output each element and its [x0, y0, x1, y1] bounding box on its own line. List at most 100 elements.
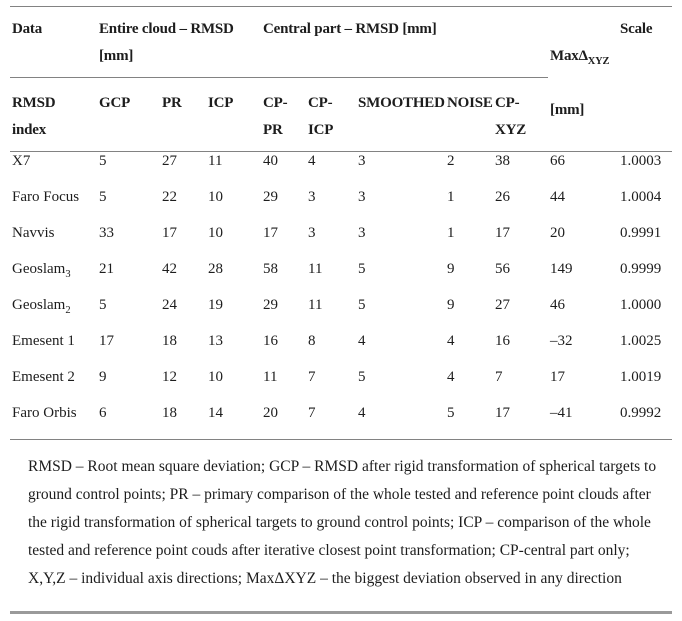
row-label: Navvis — [12, 224, 55, 241]
value-cell: 11 — [208, 153, 223, 169]
table-row: Faro Orbis 6 18 14 20 7 4 5 17 –41 0.9992 — [10, 403, 673, 440]
value-cell: 8 — [308, 332, 316, 349]
group-header-row: Data Entire cloud – RMSD [mm] Central pa… — [10, 6, 673, 152]
header-max-delta-xyz: MaxΔXYZ [mm] — [548, 6, 619, 152]
row-label: X7 — [12, 153, 31, 169]
value-cell: 5 — [99, 153, 107, 169]
value-cell: 28 — [208, 260, 223, 277]
value-cell: 1.0019 — [620, 368, 662, 385]
subheader-cp-xyz: CP- XYZ — [493, 77, 549, 153]
table-header: Data Entire cloud – RMSD [mm] Central pa… — [10, 6, 673, 153]
value-cell: 17 — [99, 332, 114, 349]
value-cell: 3 — [308, 188, 316, 205]
value-cell: 17 — [550, 368, 566, 385]
subheader-gcp: GCP — [97, 77, 160, 153]
value-cell: 27 — [495, 296, 510, 313]
table-row: X7 5 27 11 40 4 3 2 38 66 1.0003 — [10, 152, 672, 188]
table-body: X7 5 27 11 40 4 3 2 38 66 1.0003 Faro Focus 5 22 10 29 3… — [10, 152, 673, 440]
table-footnote: RMSD – Root mean square deviation; GCP –… — [28, 458, 657, 587]
value-cell: 9 — [447, 296, 455, 313]
value-cell: 7 — [306, 403, 356, 440]
value-cell: 22 — [162, 188, 177, 205]
subheader-cp-pr: CP- PR — [261, 77, 306, 153]
value-cell: 5 — [358, 260, 366, 277]
value-cell: 1.0000 — [620, 296, 662, 313]
value-cell: 0.9991 — [620, 224, 662, 241]
value-cell: 5 — [99, 188, 107, 205]
subheader-rmsd-index: RMSD index — [10, 77, 97, 153]
value-cell: 16 — [263, 332, 278, 349]
value-cell: 1 — [447, 188, 455, 205]
value-cell: 40 — [263, 153, 278, 169]
value-cell: 1.0025 — [620, 332, 662, 349]
value-cell: 24 — [162, 296, 177, 313]
value-cell: 149 — [550, 260, 573, 277]
value-cell: 10 — [208, 368, 223, 385]
value-cell: 16 — [495, 332, 510, 349]
value-cell: 12 — [162, 368, 177, 385]
subheader-smoothed: SMOOTHED — [356, 77, 445, 153]
value-cell: 4 — [447, 368, 455, 385]
sub-header-row: RMSD index GCP PR ICP CP- PR CP- ICP SMO… — [10, 77, 672, 153]
max-delta-subscript: XYZ — [587, 56, 610, 67]
value-cell: 42 — [162, 260, 177, 277]
value-cell: 1.0003 — [620, 153, 662, 169]
value-cell: 21 — [99, 260, 114, 277]
value-cell: 18 — [160, 403, 206, 440]
value-cell: 5 — [99, 296, 107, 313]
subheader-icp: ICP — [206, 77, 261, 153]
table-row: Emesent 1 17 18 13 16 8 4 4 16 –32 1.0025 — [10, 332, 672, 368]
value-cell: 0.9999 — [620, 260, 662, 277]
row-label: Geoslam2 — [12, 296, 71, 316]
value-cell: 1.0004 — [620, 188, 662, 205]
row-label: Emesent 2 — [12, 368, 75, 385]
bottom-rule-divider — [10, 611, 672, 614]
value-cell: 27 — [162, 153, 177, 169]
value-cell: 11 — [308, 260, 323, 277]
table-row: Emesent 2 9 12 10 11 7 5 4 7 17 1.0019 — [10, 368, 672, 404]
header-central-part: Central part – RMSD [mm] — [261, 6, 549, 78]
row-label: Emesent 1 — [12, 332, 75, 349]
value-cell: 66 — [550, 153, 566, 169]
value-cell: –32 — [550, 332, 573, 349]
value-cell: 2 — [447, 153, 455, 169]
value-cell: 17 — [162, 224, 177, 241]
value-cell: 58 — [263, 260, 278, 277]
value-cell: 5 — [358, 296, 366, 313]
value-cell: 17 — [493, 403, 549, 440]
header-max-delta-unit: [mm] — [550, 102, 585, 118]
value-cell: 4 — [447, 332, 455, 349]
subheader-noise: NOISE — [445, 77, 493, 153]
value-cell: 56 — [495, 260, 510, 277]
value-cell: 1 — [447, 224, 455, 241]
value-cell: 17 — [263, 224, 278, 241]
value-cell: 4 — [358, 332, 366, 349]
value-cell: 18 — [162, 332, 177, 349]
table-row: Geoslam2 5 24 19 29 11 5 9 27 46 1.0000 — [10, 296, 672, 332]
row-label-subscript: 3 — [65, 268, 71, 280]
header-data: Data — [10, 6, 97, 78]
value-cell: 11 — [263, 368, 278, 385]
value-cell: –41 — [548, 403, 619, 440]
value-cell: 3 — [358, 188, 366, 205]
row-label-subscript: 2 — [65, 304, 71, 316]
table-row: Navvis 33 17 10 17 3 3 1 17 20 0.9991 — [10, 224, 672, 260]
table-row: Geoslam3 21 42 28 58 11 5 9 56 149 0.9999 — [10, 260, 672, 296]
subheader-cp-icp: CP- ICP — [306, 77, 356, 153]
value-cell: 3 — [358, 224, 366, 241]
value-cell: 10 — [208, 224, 223, 241]
row-label: Faro Orbis — [10, 403, 97, 440]
results-table: Data Entire cloud – RMSD [mm] Central pa… — [10, 6, 673, 440]
value-cell: 7 — [308, 368, 316, 385]
row-label: Geoslam3 — [12, 260, 71, 280]
value-cell: 0.9992 — [618, 403, 673, 440]
value-cell: 11 — [308, 296, 323, 313]
value-cell: 33 — [99, 224, 114, 241]
value-cell: 4 — [308, 153, 316, 169]
value-cell: 20 — [550, 224, 566, 241]
value-cell: 4 — [356, 403, 445, 440]
table-row: Faro Focus 5 22 10 29 3 3 1 26 44 1.0004 — [10, 188, 672, 224]
header-max-delta-line1: MaxΔXYZ — [550, 43, 618, 70]
value-cell: 20 — [261, 403, 306, 440]
